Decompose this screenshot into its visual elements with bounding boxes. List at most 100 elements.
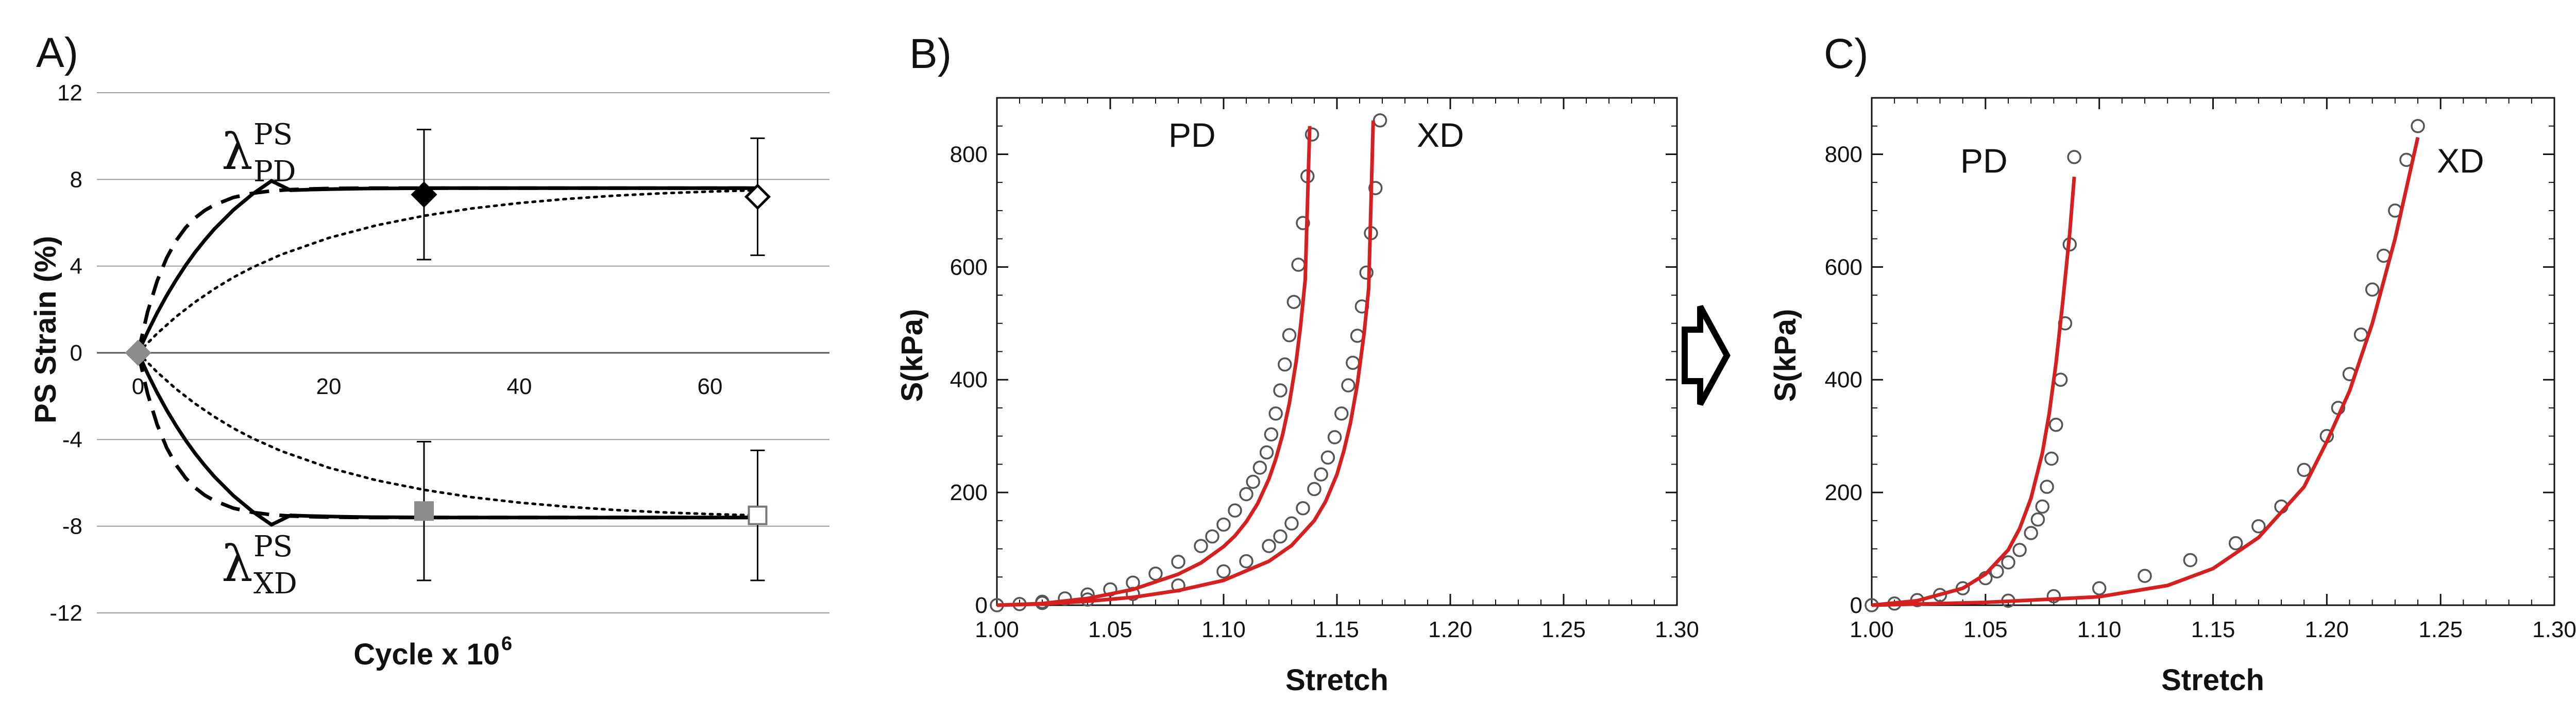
x-tick-label: 1.25 — [2418, 617, 2463, 642]
data-point-pd — [1291, 258, 1306, 272]
data-point-xd — [1273, 529, 1287, 544]
panel-a-x-ticks: 0 20 40 60 — [132, 374, 723, 399]
data-point-xd — [2228, 536, 2243, 551]
data-point-xd — [1262, 539, 1276, 553]
fit-curve — [996, 126, 1312, 607]
data-point-xd — [2183, 553, 2198, 568]
data-point-pd — [2067, 150, 2081, 164]
panel-c-ticks: 1.00 1.05 1.10 1.15 1.20 1.25 1.30 0 200 400 600 80… — [1825, 97, 2576, 642]
panel-b-y-axis-title: S(kPa) — [895, 309, 929, 402]
panel-c-y-axis-title: S(kPa) — [1769, 309, 1802, 402]
data-point-pd — [1205, 529, 1219, 544]
x-tick-label: 1.05 — [1963, 617, 2008, 642]
y-tick-label: 4 — [70, 254, 82, 279]
x-tick-label: 60 — [698, 374, 723, 399]
fit-curve — [1871, 176, 2076, 607]
x-tick-label: 1.10 — [2077, 617, 2122, 642]
data-point-xd — [1346, 355, 1360, 370]
data-point-pd — [2024, 526, 2038, 540]
data-point-xd — [2092, 581, 2107, 595]
y-tick-label: -8 — [62, 514, 82, 539]
data-point-xd — [1372, 113, 1387, 128]
data-point-xd — [1320, 450, 1335, 465]
y-tick-label: 400 — [950, 367, 988, 392]
y-tick-label: 600 — [1825, 254, 1862, 280]
x-tick-label: 1.20 — [2305, 617, 2349, 642]
x-tick-label: 40 — [507, 374, 532, 399]
data-point-xd — [1307, 482, 1321, 497]
data-point-pd — [1058, 591, 1072, 606]
data-point-xd — [1359, 265, 1374, 280]
y-tick-label: 8 — [70, 167, 82, 192]
x-tick-label: 20 — [316, 374, 342, 399]
diamond-marker — [744, 183, 771, 210]
y-tick-label: 200 — [950, 480, 988, 505]
right-hollow-arrow-icon — [1682, 305, 1731, 406]
data-point-xd — [1341, 378, 1355, 392]
fit-curve — [1871, 136, 2420, 607]
diamond-marker — [411, 181, 437, 208]
panel-b-fit-curves — [996, 120, 1375, 607]
data-point-pd — [1268, 406, 1283, 421]
data-point-xd — [2297, 463, 2311, 477]
lambda-xd-symbol: λ — [222, 535, 253, 593]
x-tick-label: 1.20 — [1428, 617, 1472, 642]
data-point-pd — [2030, 512, 2045, 527]
square-marker — [748, 505, 768, 525]
x-tick-label: 1.05 — [1088, 617, 1132, 642]
x-tick-label: 1.15 — [2191, 617, 2235, 642]
panel-a-label: A) — [36, 29, 78, 76]
panel-a-markers — [125, 129, 771, 582]
panel-b-ticks: 1.00 1.05 1.10 1.15 1.20 1.25 1.30 0 200 400 600 80… — [950, 97, 1699, 642]
y-tick-label: 600 — [950, 254, 988, 280]
panel-c: C) 1.00 1.05 1.10 1.15 1.20 1.25 1.30 0 200 400 60… — [1769, 30, 2576, 697]
dotted-curve — [137, 189, 759, 354]
data-point-pd — [1171, 554, 1185, 569]
lambda-pd-subscript: PD — [253, 155, 296, 189]
data-point-xd — [1239, 554, 1253, 569]
data-point-pd — [1273, 383, 1287, 398]
data-point-pd — [2035, 499, 2049, 514]
y-tick-label: -12 — [49, 601, 82, 626]
data-point-pd — [1246, 474, 1260, 489]
data-point-pd — [1239, 487, 1253, 502]
y-tick-label: 800 — [1825, 142, 1862, 167]
data-point-pd — [2044, 451, 2059, 466]
data-point-xd — [1368, 181, 1383, 195]
lambda-pd-superscript: PS — [253, 118, 293, 151]
data-point-xd — [1314, 467, 1328, 482]
panel-c-x-axis-title: Stretch — [2161, 663, 2264, 697]
lambda-xd-superscript: PS — [253, 530, 293, 563]
data-point-xd — [2251, 519, 2266, 534]
y-tick-label: 0 — [975, 593, 988, 618]
data-point-pd — [1286, 295, 1301, 309]
panel-a-y-axis-title: PS Strain (%) — [29, 236, 62, 423]
panel-b-label: B) — [909, 30, 952, 77]
data-point-pd — [2053, 372, 2068, 387]
x-tick-label: 1.15 — [1315, 617, 1359, 642]
panel-c-fit-curves — [1871, 136, 2420, 607]
panel-b-plot-frame — [996, 97, 1678, 606]
data-point-xd — [1216, 564, 1231, 579]
lambda-pd-symbol: λ — [222, 123, 253, 181]
data-point-pd — [2001, 555, 2015, 570]
panel-b-pd-label: PD — [1168, 116, 1216, 154]
data-point-pd — [1282, 328, 1297, 343]
lambda-xd-subscript: XD — [253, 567, 297, 601]
y-tick-label: 12 — [57, 80, 82, 106]
diamond-marker — [125, 339, 151, 366]
panel-b-xd-label: XD — [1417, 116, 1464, 154]
panel-b-x-axis-title: Stretch — [1285, 663, 1388, 697]
data-point-pd — [1304, 127, 1319, 142]
y-tick-label: 200 — [1825, 480, 1862, 505]
dotted-curve — [137, 351, 759, 517]
x-tick-label: 1.30 — [2532, 617, 2576, 642]
data-point-xd — [1334, 406, 1349, 421]
data-point-pd — [2049, 418, 2063, 432]
data-point-pd — [1148, 566, 1163, 581]
data-point-xd — [2046, 589, 2061, 604]
panel-a-y-ticks: 12 8 4 0 -4 -8 -12 — [49, 80, 82, 626]
panel-a-x-axis-title: Cycle x 10 — [353, 638, 500, 671]
data-point-pd — [1259, 445, 1274, 460]
